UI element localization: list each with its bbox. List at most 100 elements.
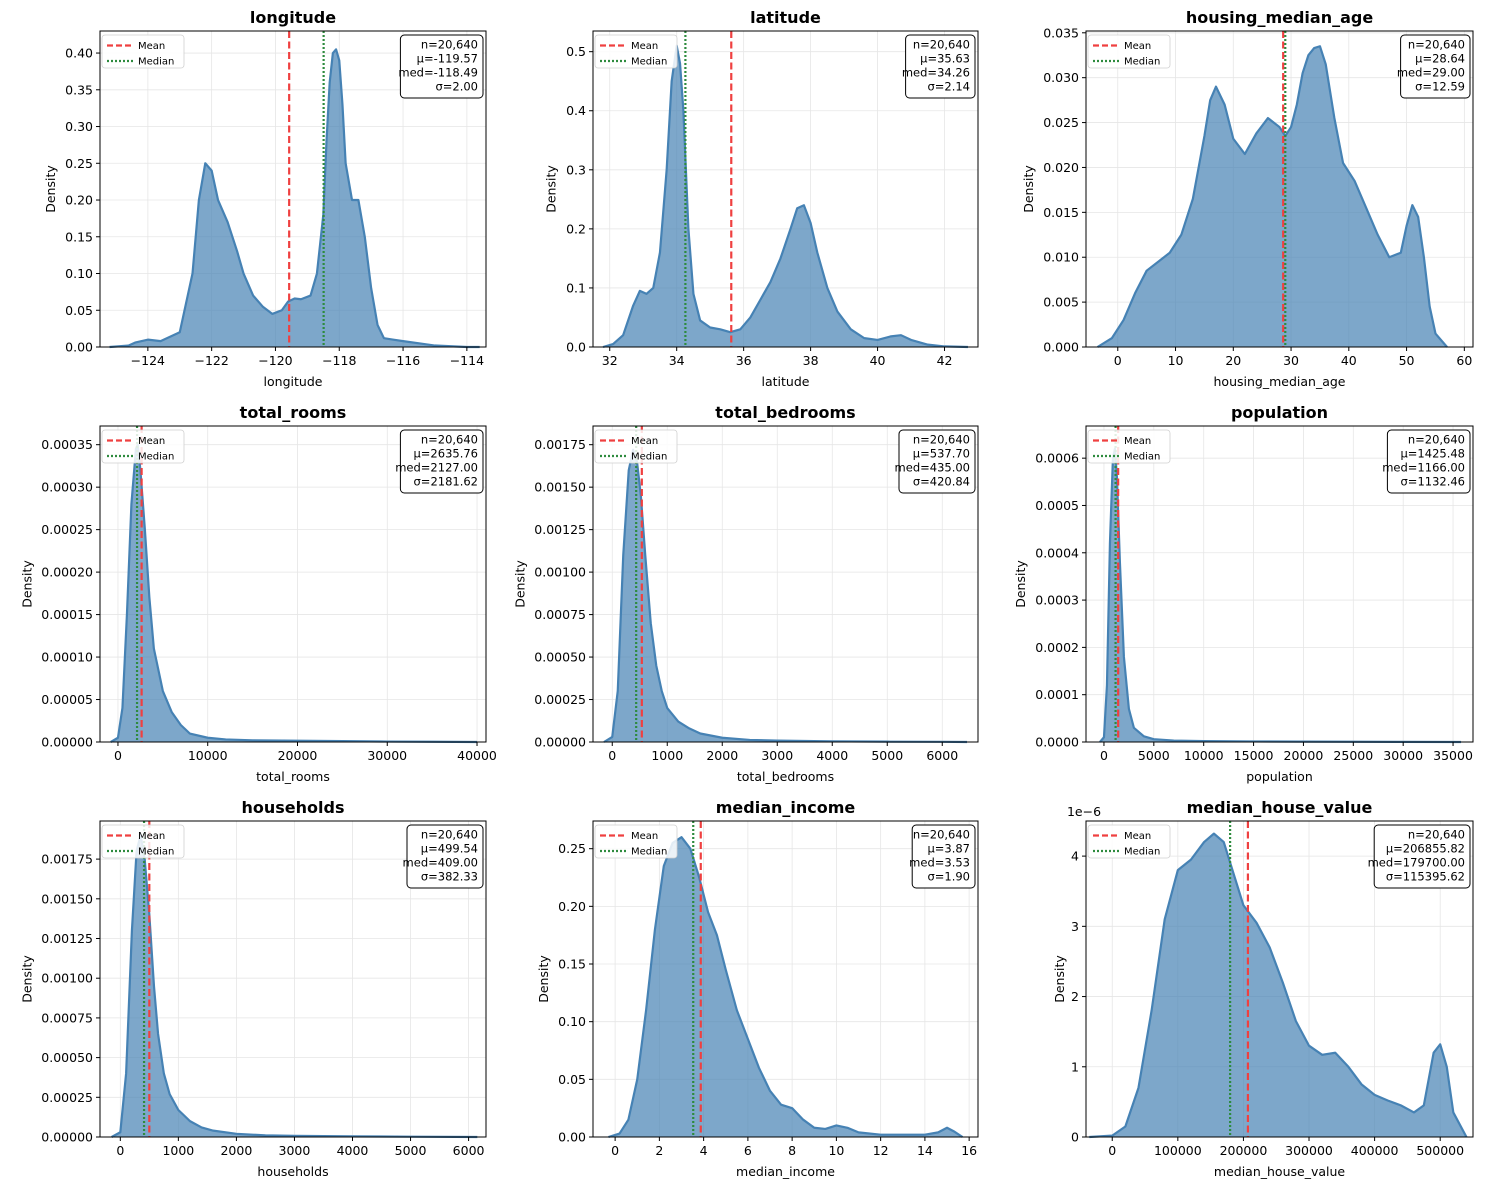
legend-median-label: Median: [138, 452, 174, 463]
y-tick-label: 0.0003: [1035, 593, 1079, 608]
x-tick-label: 2000: [220, 1143, 252, 1158]
y-tick-label: 0.25: [65, 156, 93, 171]
density-area: [110, 444, 478, 742]
axes-frame: [592, 30, 979, 348]
x-tick-label: 5000: [871, 748, 903, 763]
x-tick-label: 4: [700, 1143, 708, 1158]
density-curve: [110, 443, 478, 744]
y-tick-label: 0.00125: [41, 931, 93, 946]
stats-line: σ=12.59: [1415, 80, 1465, 94]
legend-box: [594, 34, 678, 69]
y-tick-label: 0.00020: [41, 565, 93, 580]
stats-line: med=179700.00: [1368, 856, 1465, 870]
y-tick-label: 0.00030: [41, 480, 93, 495]
stats-box-frame: [406, 824, 484, 889]
x-tick-label: 200000: [1220, 1143, 1268, 1158]
y-tick-label: 0.5: [566, 44, 586, 59]
stats-line: μ=1425.48: [1400, 447, 1465, 461]
y-axis-label: Density: [43, 165, 58, 213]
density-curve: [109, 48, 480, 349]
y-tick-label: 0.00: [558, 1130, 586, 1145]
x-tick-label: 100000: [1154, 1143, 1202, 1158]
stats-line: n=20,640: [1408, 38, 1465, 52]
chart-title: population: [1231, 403, 1328, 422]
y-tick-label: 2: [1071, 989, 1079, 1004]
stats-line: σ=1132.46: [1401, 475, 1465, 489]
y-tick-label: 0: [1071, 1130, 1079, 1145]
x-tick-label: 400000: [1351, 1143, 1399, 1158]
y-tick-label: 0.00100: [534, 565, 586, 580]
x-tick-label: 60: [1456, 353, 1472, 368]
y-tick-label: 0.0000: [1035, 735, 1079, 750]
axes-frame: [592, 820, 979, 1138]
legend-mean-label: Mean: [138, 436, 165, 447]
stats-line: σ=115395.62: [1386, 870, 1465, 884]
y-tick-label: 0.40: [65, 46, 93, 61]
stats-line: med=29.00: [1397, 66, 1465, 80]
x-tick-label: 6000: [453, 1143, 485, 1158]
x-tick-label: 16: [961, 1143, 977, 1158]
y-tick-label: 0.20: [65, 193, 93, 208]
x-tick-label: −114: [450, 353, 484, 368]
y-tick-label: 0.030: [1043, 70, 1079, 85]
chart-title: median_house_value: [1187, 798, 1373, 817]
legend-box: [101, 34, 185, 69]
x-tick-label: 6000: [926, 748, 958, 763]
stats-box-frame: [1373, 824, 1471, 889]
stats-box: n=20,640μ=206855.82med=179700.00σ=115395…: [1368, 824, 1471, 889]
stats-line: med=3.53: [909, 856, 970, 870]
density-area: [1097, 46, 1448, 347]
x-tick-label: 3000: [279, 1143, 311, 1158]
y-axis-label: Density: [544, 165, 559, 213]
y-tick-label: 0.05: [558, 1072, 586, 1087]
x-axis-label: latitude: [762, 374, 810, 389]
legend-box: [101, 429, 185, 464]
x-tick-label: 3000: [761, 748, 793, 763]
stats-line: n=20,640: [421, 828, 478, 842]
legend-median-label: Median: [1124, 847, 1160, 858]
x-axis-label: population: [1246, 769, 1313, 784]
x-tick-label: 40: [1341, 353, 1357, 368]
chart-title: latitude: [750, 8, 821, 27]
y-tick-label: 0.00150: [41, 891, 93, 906]
y-tick-label: 0.00175: [534, 437, 586, 452]
density-curve: [1096, 45, 1448, 348]
x-tick-label: 12: [873, 1143, 889, 1158]
x-tick-label: 10000: [188, 748, 228, 763]
y-tick-label: 0.00100: [41, 971, 93, 986]
chart-housing_median_age: 0 10 20 30 40 50 60 0.000 0.005 0.010 0.015 0.020 0.…: [1021, 8, 1474, 389]
stats-line: n=20,640: [1408, 828, 1465, 842]
density-area: [1089, 833, 1467, 1137]
x-tick-label: −124: [131, 353, 165, 368]
chart-median_income: 0 2 4 6 8 10 12 14 16 0.00 0.05 0.10 0.15 0.20 0.25 med…: [536, 798, 979, 1179]
legend-box: [1087, 34, 1171, 69]
y-tick-label: 0.10: [65, 266, 93, 281]
x-tick-label: 0: [611, 1143, 619, 1158]
y-tick-label: 0.00000: [41, 735, 93, 750]
y-tick-label: 0.020: [1043, 160, 1079, 175]
legend-mean-label: Mean: [631, 436, 658, 447]
stats-line: med=-118.49: [398, 66, 478, 80]
density-area: [111, 835, 478, 1137]
chart-total_rooms: 0 10000 20000 30000 40000 0.00000 0.00005 0.000…: [19, 403, 497, 784]
x-tick-label: 0: [1100, 748, 1108, 763]
x-axis-label: median_house_value: [1214, 1164, 1346, 1179]
y-tick-label: 0.00025: [534, 692, 586, 707]
x-tick-label: 10000: [1184, 748, 1224, 763]
legend-box: [1087, 429, 1171, 464]
legend-mean-label: Mean: [1124, 436, 1151, 447]
x-tick-label: 30000: [367, 748, 407, 763]
chart-population: 0 5000 10000 15000 20000 25000 30000 35000 0.000…: [1013, 403, 1474, 784]
legend-box: [594, 429, 678, 464]
y-axis-label: Density: [536, 955, 551, 1003]
chart-title: housing_median_age: [1186, 8, 1374, 27]
y-tick-label: 0.0002: [1035, 640, 1079, 655]
legend-median-label: Median: [631, 847, 667, 858]
x-axis-label: longitude: [264, 374, 323, 389]
density-curve: [602, 44, 968, 349]
stats-line: σ=2181.62: [414, 475, 478, 489]
